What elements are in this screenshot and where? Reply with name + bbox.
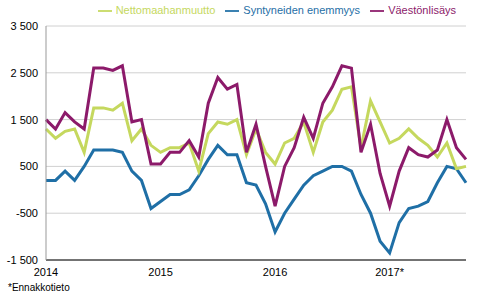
svg-text:-1 500: -1 500: [8, 254, 38, 266]
svg-text:3 500: 3 500: [10, 20, 38, 32]
svg-text:2015: 2015: [148, 266, 172, 278]
svg-text:2017*: 2017*: [375, 266, 404, 278]
svg-text:2014: 2014: [34, 266, 58, 278]
html-text:Nettomaahanmuutto: Nettomaahanmuutto: [115, 4, 216, 16]
html-text:Väestönlisäys: Väestönlisäys: [388, 4, 456, 16]
svg-text:-500: -500: [16, 207, 38, 219]
svg-text:2016: 2016: [263, 266, 287, 278]
svg-text:500: 500: [20, 160, 38, 172]
html-text:Syntyneiden enemmyys: Syntyneiden enemmyys: [243, 4, 361, 16]
html-text:*Ennakkotieto: *Ennakkotieto: [8, 282, 70, 293]
svg-text:2 500: 2 500: [10, 67, 38, 79]
svg-text:1 500: 1 500: [10, 114, 38, 126]
